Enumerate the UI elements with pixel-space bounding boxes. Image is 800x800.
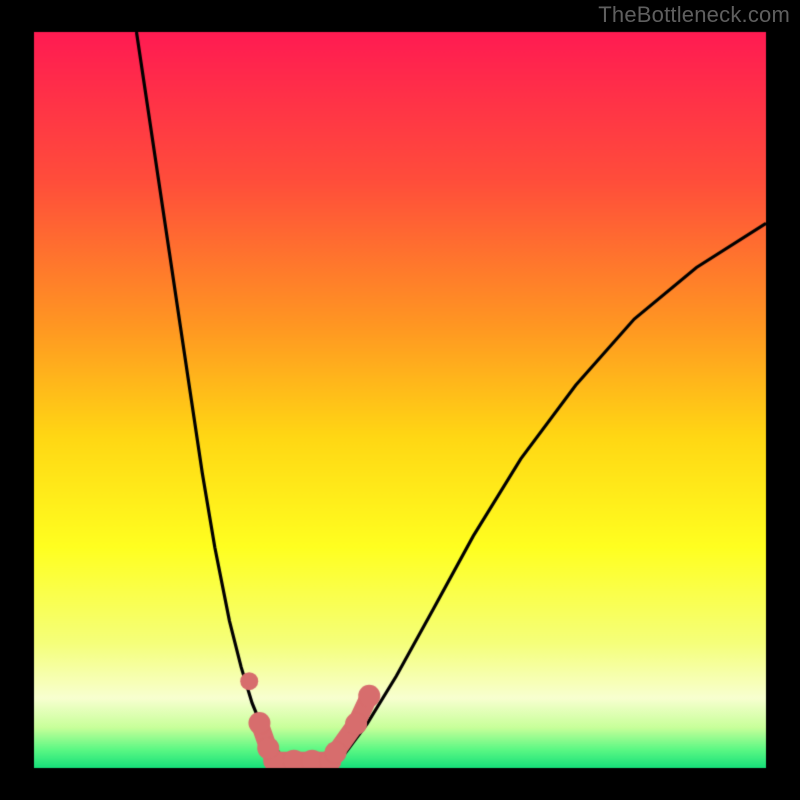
watermark-label: TheBottleneck.com bbox=[598, 2, 790, 28]
chart-container: TheBottleneck.com bbox=[0, 0, 800, 800]
bottleneck-chart-canvas bbox=[0, 0, 800, 800]
